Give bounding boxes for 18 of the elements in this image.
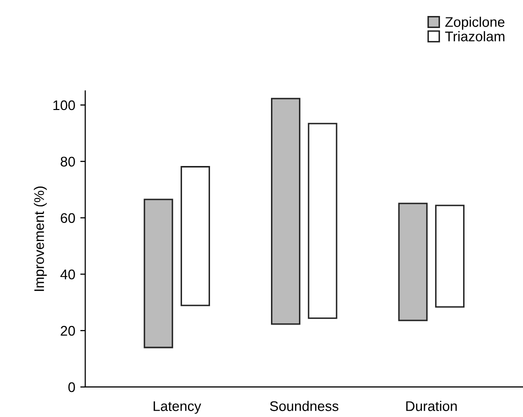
y-tick-label: 60 xyxy=(60,213,75,223)
bar xyxy=(398,202,428,322)
y-tick-label: 40 xyxy=(60,270,75,280)
y-tick-label: 0 xyxy=(68,382,75,392)
y-tick-label: 100 xyxy=(53,100,75,110)
y-tick-label: 20 xyxy=(60,326,75,336)
legend-label: Zopiclone xyxy=(445,16,504,30)
bar xyxy=(308,122,338,319)
bar xyxy=(270,98,300,325)
x-tick-label: Latency xyxy=(154,401,202,414)
x-tick-label: Soundness xyxy=(270,400,338,412)
legend-label: Triazolam xyxy=(445,31,504,42)
y-axis-title: Improvement (%) xyxy=(34,186,47,291)
y-tick-label: 80 xyxy=(60,156,75,167)
bar xyxy=(180,166,210,306)
bar xyxy=(144,198,174,348)
bar xyxy=(435,204,465,308)
x-tick-label: Duration xyxy=(406,400,457,412)
